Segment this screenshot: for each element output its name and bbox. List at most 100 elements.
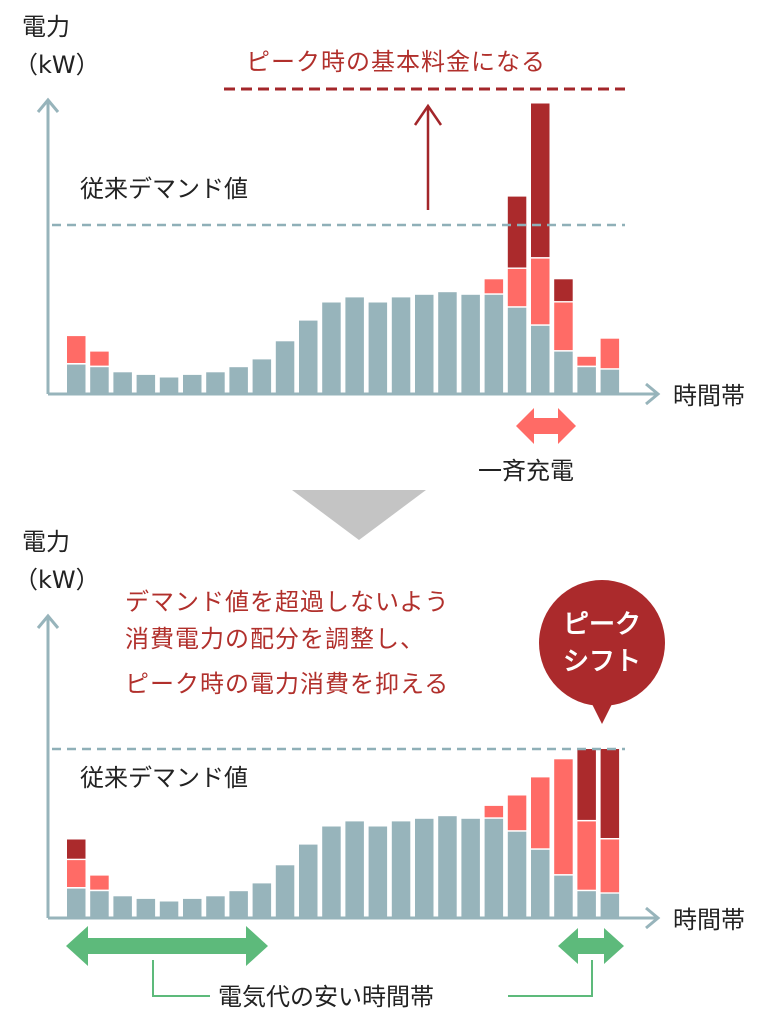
top-chart: 電力 （kW） 時間帯 従来デマンド値 ピーク時の基本料金になる 一斉充電 (14, 13, 745, 485)
bottom-desc-line-1: デマンド値を超過しないよう (125, 588, 450, 616)
bottom-bar-19-seg-0 (507, 831, 527, 917)
bottom-bar-3-seg-0 (136, 898, 156, 917)
top-bar-23-seg-0 (600, 369, 620, 393)
top-bar-5-seg-0 (183, 374, 202, 393)
badge-circle (539, 580, 665, 706)
top-bar-21-seg-3 (554, 279, 573, 302)
bottom-bar-23-seg-0 (600, 893, 620, 917)
bottom-bar-23-seg-2 (600, 839, 620, 893)
bottom-bar-18-seg-2 (484, 805, 504, 818)
top-y-label-2: （kW） (14, 51, 100, 79)
bottom-bar-11-seg-0 (322, 826, 341, 917)
bottom-bar-17-seg-0 (461, 818, 480, 917)
bottom-bar-16-seg-0 (438, 816, 457, 917)
top-bar-15-seg-0 (415, 294, 434, 393)
bottom-bar-8-seg-0 (252, 883, 272, 917)
top-bar-19-seg-0 (507, 307, 527, 393)
top-bar-22-seg-0 (577, 367, 596, 393)
bottom-x-axis-arrowhead (645, 906, 661, 930)
bottom-bar-20-seg-0 (531, 849, 550, 917)
top-bar-18-seg-2 (484, 279, 504, 294)
bottom-bar-4-seg-0 (159, 901, 179, 917)
top-bar-17-seg-0 (461, 294, 480, 393)
top-bar-4-seg-0 (159, 377, 179, 393)
top-bar-6-seg-0 (206, 372, 225, 393)
bottom-bar-5-seg-0 (183, 898, 202, 917)
cheap-connector-right (508, 960, 593, 997)
charge-double-arrow (516, 408, 576, 444)
peak-shift-badge: ピーク シフト (539, 580, 665, 724)
bottom-bar-6-seg-0 (206, 896, 225, 917)
top-bar-10-seg-0 (299, 320, 318, 393)
cheap-late-double-arrow (558, 928, 624, 964)
top-bar-20-seg-3 (531, 103, 550, 258)
bottom-bar-21-seg-2 (554, 759, 573, 875)
top-demand-label: 従来デマンド値 (80, 175, 248, 203)
top-bar-18-seg-0 (484, 294, 504, 393)
cheap-connector-left (152, 960, 210, 997)
top-x-label: 時間帯 (673, 382, 745, 410)
top-bar-22-seg-2 (577, 356, 596, 366)
bottom-bar-2-seg-0 (113, 896, 132, 917)
bottom-bar-20-seg-2 (531, 777, 550, 849)
bottom-bar-7-seg-0 (229, 891, 248, 917)
top-bar-19-seg-2 (507, 268, 527, 307)
bottom-bar-0-seg-3 (67, 839, 86, 859)
bottom-bar-1-seg-0 (90, 891, 109, 917)
bottom-bar-21-seg-0 (554, 875, 573, 917)
bottom-bar-23-seg-3 (600, 749, 620, 838)
top-bar-1-seg-2 (90, 351, 109, 366)
bottom-bar-22-seg-2 (577, 821, 596, 890)
top-bar-19-seg-3 (507, 196, 527, 268)
top-bar-23-seg-2 (600, 338, 620, 369)
bottom-bar-22-seg-3 (577, 749, 596, 820)
top-up-arrow-head (413, 103, 443, 126)
top-bar-0-seg-2 (67, 336, 86, 363)
bottom-bar-10-seg-0 (299, 844, 318, 917)
top-bar-11-seg-0 (322, 302, 341, 393)
bottom-bar-19-seg-2 (507, 795, 527, 831)
top-y-axis-arrowhead (36, 97, 60, 113)
top-peak-label: ピーク時の基本料金になる (246, 48, 546, 76)
top-bar-7-seg-0 (229, 367, 248, 393)
top-bar-3-seg-0 (136, 374, 156, 393)
top-bar-21-seg-0 (554, 351, 573, 393)
bottom-bar-1-seg-2 (90, 875, 109, 890)
bottom-x-label: 時間帯 (673, 906, 745, 934)
bottom-y-axis-arrowhead (36, 613, 60, 629)
bottom-bar-18-seg-0 (484, 818, 504, 917)
bottom-bar-12-seg-0 (345, 821, 364, 917)
top-bar-20-seg-0 (531, 325, 550, 393)
badge-pointer (591, 702, 613, 724)
top-bar-21-seg-2 (554, 302, 573, 351)
top-bar-1-seg-0 (90, 367, 109, 393)
top-bar-8-seg-0 (252, 359, 272, 393)
bottom-bar-14-seg-0 (391, 821, 411, 917)
bottom-bar-9-seg-0 (275, 865, 295, 917)
top-bar-13-seg-0 (368, 302, 388, 393)
bottom-bar-15-seg-0 (415, 818, 434, 917)
bottom-bars (67, 749, 620, 917)
top-bar-12-seg-0 (345, 297, 364, 393)
transition-down-triangle (292, 490, 426, 540)
bottom-bar-13-seg-0 (368, 826, 388, 917)
bottom-bar-0-seg-0 (67, 888, 86, 917)
top-bar-9-seg-0 (275, 341, 295, 393)
top-bar-0-seg-0 (67, 364, 86, 393)
top-y-label-1: 電力 (22, 13, 70, 41)
top-bars (67, 103, 620, 393)
cheap-label: 電気代の安い時間帯 (218, 983, 434, 1011)
top-bar-20-seg-2 (531, 258, 550, 325)
top-x-axis-arrowhead (645, 382, 661, 406)
badge-line-1: ピーク (563, 610, 641, 640)
charge-label: 一斉充電 (478, 457, 574, 485)
top-bar-2-seg-0 (113, 372, 132, 393)
bottom-chart: 電力 （kW） 時間帯 従来デマンド値 デマンド値を超過しないよう 消費電力の配… (14, 528, 745, 1011)
bottom-y-label-1: 電力 (22, 528, 70, 556)
bottom-demand-label: 従来デマンド値 (80, 764, 248, 792)
bottom-desc-line-3: ピーク時の電力消費を抑える (125, 670, 449, 698)
bottom-desc-line-2: 消費電力の配分を調整し、 (125, 625, 425, 653)
top-bar-16-seg-0 (438, 292, 457, 393)
cheap-night-double-arrow (66, 926, 268, 966)
